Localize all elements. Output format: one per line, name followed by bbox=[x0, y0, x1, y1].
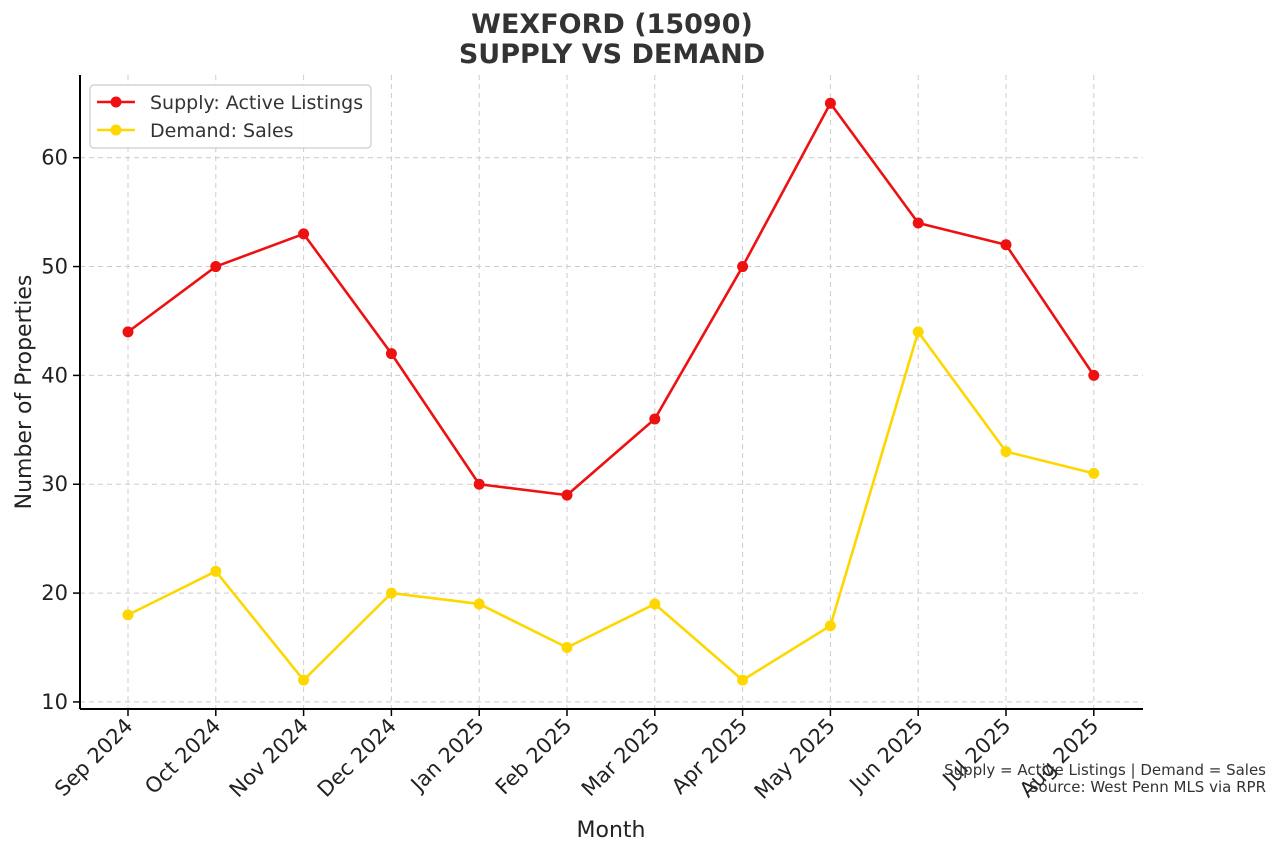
x-tick-label: Mar 2025 bbox=[577, 714, 665, 802]
axes bbox=[79, 75, 1143, 710]
supply-point bbox=[473, 478, 485, 490]
supply-point bbox=[385, 348, 397, 360]
demand-point bbox=[298, 674, 310, 686]
supply-point bbox=[561, 489, 573, 501]
legend-box bbox=[89, 84, 372, 149]
legend: Supply: Active Listings Demand: Sales bbox=[89, 84, 372, 149]
demand-point bbox=[385, 587, 397, 599]
footnote-source: Source: West Penn MLS via RPR bbox=[1029, 778, 1266, 796]
y-tick-label: 10 bbox=[41, 690, 68, 714]
chart-title-line-1: WEXFORD (15090) bbox=[471, 9, 753, 40]
legend-label-demand: Demand: Sales bbox=[150, 120, 294, 142]
demand-point bbox=[561, 642, 573, 654]
x-tick-label: Feb 2025 bbox=[491, 714, 577, 800]
supply-point bbox=[298, 228, 310, 240]
y-tick-label: 30 bbox=[41, 472, 68, 496]
y-tick-label: 60 bbox=[41, 146, 68, 170]
y-tick-label: 40 bbox=[41, 363, 68, 387]
supply-point bbox=[122, 326, 134, 338]
supply-point bbox=[912, 217, 924, 229]
x-tick-label: Jan 2025 bbox=[405, 714, 489, 798]
y-axis-ticks: 10 20 30 40 50 60 bbox=[41, 146, 80, 714]
legend-label-supply: Supply: Active Listings bbox=[150, 92, 363, 114]
x-axis-ticks: Sep 2024 Oct 2024 Nov 2024 Dec 2024 Jan 2025… bbox=[50, 709, 1103, 804]
supply-point bbox=[649, 413, 661, 425]
supply-point bbox=[1088, 369, 1100, 381]
x-tick-label: Jun 2025 bbox=[844, 714, 928, 798]
supply-point bbox=[210, 261, 222, 273]
x-tick-label: Apr 2025 bbox=[667, 714, 752, 799]
demand-point bbox=[1088, 467, 1100, 479]
x-tick-label: Nov 2024 bbox=[225, 714, 313, 802]
x-tick-label: Oct 2024 bbox=[140, 714, 225, 799]
legend-marker-demand bbox=[110, 124, 122, 136]
chart-title-line-2: SUPPLY VS DEMAND bbox=[459, 39, 765, 70]
demand-point bbox=[122, 609, 134, 621]
demand-point bbox=[737, 674, 749, 686]
demand-point bbox=[473, 598, 485, 610]
demand-point bbox=[824, 620, 836, 632]
supply-point bbox=[824, 97, 836, 109]
demand-point bbox=[1000, 446, 1012, 458]
x-tick-label: Dec 2024 bbox=[313, 714, 401, 802]
x-tick-label: Sep 2024 bbox=[50, 714, 137, 801]
demand-line bbox=[126, 330, 1096, 682]
x-axis-label: Month bbox=[577, 818, 646, 843]
supply-line bbox=[126, 101, 1096, 497]
demand-point bbox=[210, 565, 222, 577]
demand-point bbox=[649, 598, 661, 610]
supply-point bbox=[737, 261, 749, 273]
y-tick-label: 20 bbox=[41, 581, 68, 605]
supply-point bbox=[1000, 239, 1012, 251]
x-tick-label: Jul 2025 bbox=[937, 714, 1016, 793]
legend-marker-supply bbox=[110, 96, 122, 108]
footnote-definitions: Supply = Active Listings | Demand = Sale… bbox=[944, 761, 1266, 779]
demand-point bbox=[912, 326, 924, 338]
grid bbox=[80, 75, 1143, 709]
y-tick-label: 50 bbox=[41, 255, 68, 279]
series bbox=[122, 97, 1100, 686]
y-axis-label: Number of Properties bbox=[12, 275, 37, 510]
x-tick-label: May 2025 bbox=[750, 714, 840, 804]
